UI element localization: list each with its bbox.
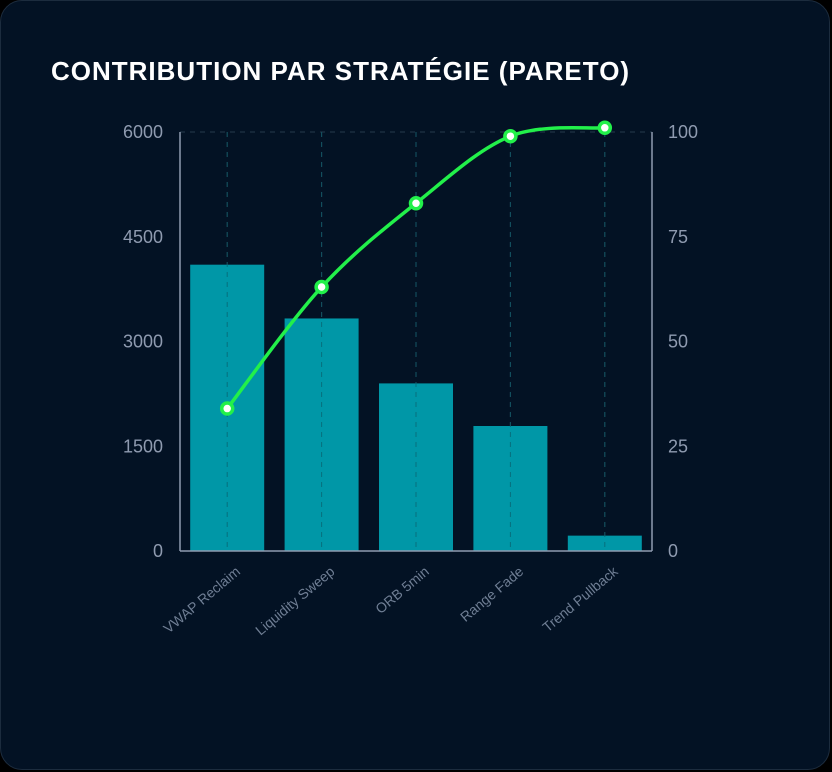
category-label: Trend Pullback [539, 562, 621, 635]
y-left-tick-label: 4500 [123, 227, 163, 247]
category-label: Range Fade [457, 563, 526, 625]
axis-layer [179, 132, 653, 552]
chart-title: CONTRIBUTION PAR STRATÉGIE (PARETO) [51, 56, 631, 86]
y-right-tick-label: 75 [668, 227, 688, 247]
y-left-tick-label: 6000 [123, 122, 163, 142]
y-left-tick-label: 0 [153, 541, 163, 561]
y-left-tick-label: 1500 [123, 436, 163, 456]
cumulative-line [225, 125, 607, 411]
bar-layer [190, 132, 642, 551]
category-label: Liquidity Sweep [252, 563, 338, 638]
grid-layer [180, 131, 652, 551]
cumulative-point [219, 401, 235, 416]
y-right-tick-label: 0 [668, 541, 678, 561]
line-layer [219, 120, 613, 416]
y-left-tick-label: 3000 [123, 332, 163, 352]
cumulative-point [408, 195, 424, 211]
y-right-tick-label: 25 [668, 436, 688, 456]
cumulative-point [597, 120, 613, 136]
category-label: ORB 5min [372, 563, 432, 617]
cumulative-point [314, 279, 329, 295]
y-right-tick-label: 100 [668, 122, 698, 142]
cumulative-point [503, 128, 518, 144]
category-label: VWAP Reclaim [160, 563, 243, 636]
y-right-tick-label: 50 [668, 332, 688, 352]
